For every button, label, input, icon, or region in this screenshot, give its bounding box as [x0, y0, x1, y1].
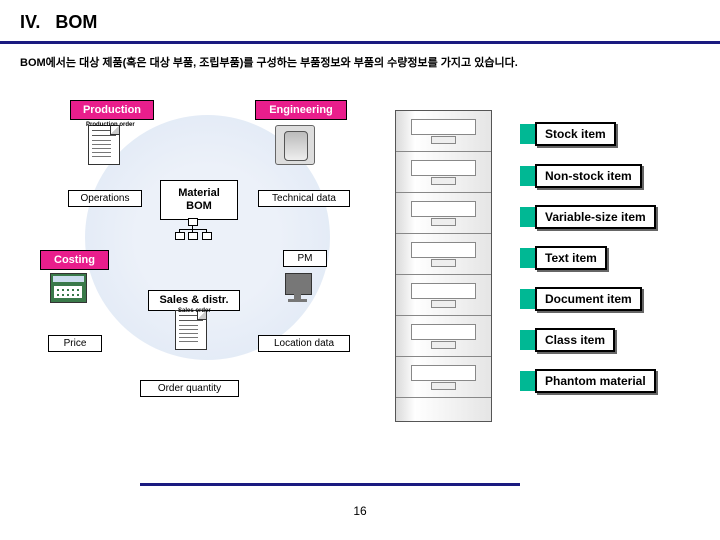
sales-doc-icon	[175, 310, 207, 350]
production-doc-icon	[88, 125, 120, 165]
technical-data-label: Technical data	[258, 190, 350, 207]
order-qty-label: Order quantity	[140, 380, 239, 397]
bom-diagram: Production Production order Operations C…	[0, 80, 720, 460]
pm-icon	[280, 273, 315, 303]
item-type-text: Text item	[535, 246, 607, 270]
operations-label: Operations	[68, 190, 142, 207]
item-type-variable: Variable-size item	[535, 205, 656, 229]
costing-header: Costing	[40, 250, 109, 270]
item-type-phantom: Phantom material	[535, 369, 656, 393]
engineering-header: Engineering	[255, 100, 347, 120]
storage-cabinet	[395, 110, 492, 422]
slide-title: BOM	[55, 12, 97, 32]
production-header: Production	[70, 100, 154, 120]
slide-description: BOM에서는 대상 제품(혹은 대상 부품, 조립부품)를 구성하는 부품정보와…	[0, 44, 720, 80]
bom-tree-icon	[175, 218, 211, 238]
prod-order-label: Production order	[86, 122, 135, 128]
page-number: 16	[0, 504, 720, 518]
calculator-icon	[50, 273, 87, 303]
section-number: IV.	[20, 12, 40, 32]
item-type-stock: Stock item	[535, 122, 616, 146]
item-type-nonstock: Non-stock item	[535, 164, 642, 188]
item-type-class: Class item	[535, 328, 615, 352]
price-label: Price	[48, 335, 102, 352]
footer-divider	[140, 483, 520, 486]
pm-label: PM	[283, 250, 327, 267]
item-type-document: Document item	[535, 287, 642, 311]
location-data-label: Location data	[258, 335, 350, 352]
sales-order-label: Sales order	[178, 308, 211, 314]
slide-header: IV. BOM	[0, 0, 720, 44]
material-bom-box: Material BOM	[160, 180, 238, 220]
engineering-icon	[275, 125, 315, 165]
